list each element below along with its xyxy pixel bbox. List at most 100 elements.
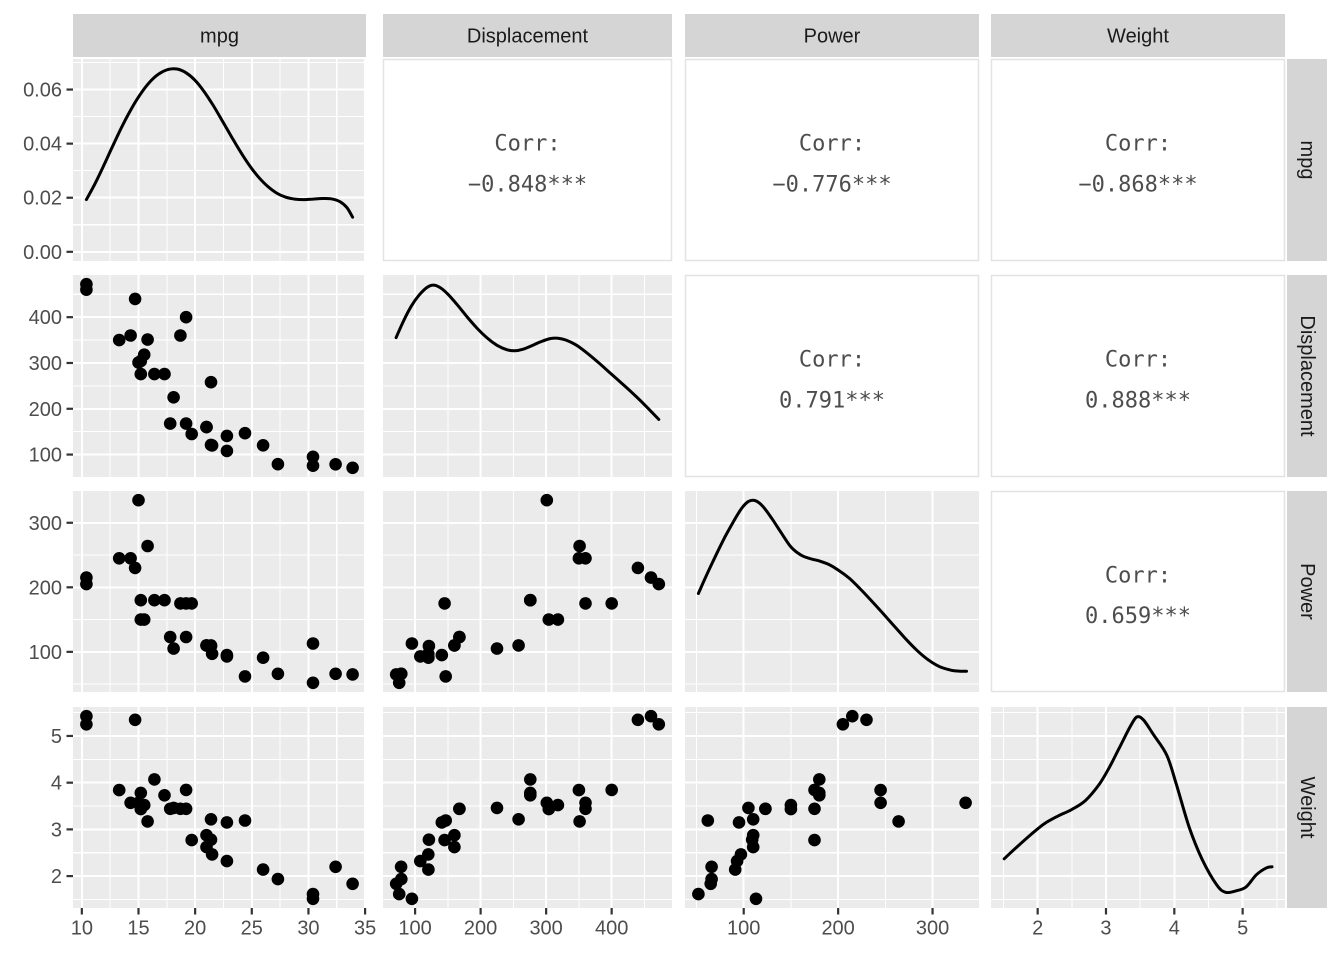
data-point xyxy=(490,642,504,655)
y-tick-label: 400 xyxy=(29,307,62,329)
x-tick-label: 300 xyxy=(529,918,562,940)
panel-background xyxy=(991,707,1285,908)
row-strip-label: mpg xyxy=(1296,141,1318,180)
strip-background xyxy=(1287,275,1327,477)
data-point xyxy=(271,457,285,471)
column-strip-label: mpg xyxy=(200,26,239,48)
data-point xyxy=(542,613,556,626)
data-point xyxy=(306,637,320,650)
data-point xyxy=(238,670,252,683)
data-point xyxy=(163,630,177,644)
data-point xyxy=(238,814,252,827)
data-point xyxy=(605,597,618,610)
x-tick-label: 3 xyxy=(1100,918,1111,940)
data-point xyxy=(306,459,320,473)
corr-value: −0.776*** xyxy=(772,173,891,198)
corr-label: Corr: xyxy=(799,348,865,373)
panel-corr-disp-hp: Corr: 0.791*** xyxy=(684,274,980,478)
x-tick-label: 4 xyxy=(1169,918,1180,940)
data-point xyxy=(329,667,342,681)
corr-panel-background xyxy=(990,274,1286,478)
data-point xyxy=(438,833,451,847)
data-point xyxy=(148,593,161,607)
data-point xyxy=(439,670,453,683)
data-point xyxy=(605,783,618,797)
panel-scatter-disp-vs-hp xyxy=(383,491,672,692)
x-axis-col-hp: 100 200 300 xyxy=(727,908,949,940)
y-tick-label: 4 xyxy=(51,773,62,795)
data-point xyxy=(204,375,218,389)
data-point xyxy=(306,450,320,464)
x-tick-label: 100 xyxy=(727,918,760,940)
data-point xyxy=(749,892,763,906)
panel-density-mpg xyxy=(73,59,367,261)
data-point xyxy=(551,613,565,626)
corr-label: Corr: xyxy=(1105,132,1171,157)
data-point xyxy=(256,863,270,876)
data-point xyxy=(220,444,234,458)
data-point xyxy=(128,292,142,306)
data-point xyxy=(734,848,748,861)
x-tick-label: 200 xyxy=(821,918,854,940)
panel-scatter-mpg-vs-hp xyxy=(73,491,367,692)
data-point xyxy=(422,848,435,861)
data-point xyxy=(112,333,126,347)
data-point xyxy=(405,637,419,650)
data-point xyxy=(220,648,234,662)
panel-background xyxy=(73,491,366,692)
y-tick-label: 3 xyxy=(51,819,62,841)
data-point xyxy=(705,860,718,874)
data-point xyxy=(128,713,142,727)
data-point xyxy=(572,783,586,797)
density-curve-wt xyxy=(1002,715,1274,895)
data-point xyxy=(329,860,342,874)
data-point xyxy=(204,813,218,826)
panel-scatter-disp-vs-wt xyxy=(383,707,672,908)
column-strip-mpg: mpg xyxy=(73,14,366,57)
data-point xyxy=(112,552,126,565)
data-point xyxy=(141,815,154,828)
data-point xyxy=(204,833,218,846)
data-point xyxy=(346,461,359,475)
data-point xyxy=(808,802,821,816)
panel-density-hp xyxy=(685,491,979,692)
data-point xyxy=(422,833,436,846)
data-point xyxy=(80,571,93,584)
corr-label: Corr: xyxy=(799,132,865,157)
data-point xyxy=(512,813,525,826)
data-point xyxy=(185,597,198,610)
data-point xyxy=(728,863,742,876)
data-point xyxy=(540,796,554,810)
data-point xyxy=(438,597,451,610)
y-tick-label: 100 xyxy=(29,445,62,467)
data-point xyxy=(742,801,755,815)
strip-background xyxy=(1287,707,1327,908)
data-point xyxy=(422,863,435,876)
corr-value: 0.791*** xyxy=(779,389,885,414)
y-tick-label: 100 xyxy=(29,642,62,664)
data-point xyxy=(134,613,148,626)
y-axis-row-mpg: 0.00 0.02 0.04 0.06 xyxy=(23,80,73,264)
data-point xyxy=(422,651,435,664)
data-point xyxy=(179,802,193,816)
y-tick-label: 0.02 xyxy=(23,188,62,210)
data-point xyxy=(692,887,705,901)
data-point xyxy=(220,816,234,829)
data-point xyxy=(644,571,658,584)
panel-scatter-mpg-vs-wt xyxy=(73,707,367,908)
data-point xyxy=(846,709,859,723)
grid xyxy=(383,707,672,908)
grid xyxy=(991,707,1285,908)
data-point xyxy=(422,639,436,653)
data-point xyxy=(132,493,145,507)
data-point xyxy=(329,458,342,471)
data-point xyxy=(271,667,285,681)
data-point xyxy=(158,789,171,802)
y-tick-label: 200 xyxy=(29,399,62,421)
panel-background xyxy=(383,275,672,477)
data-point xyxy=(167,391,180,404)
panel-background xyxy=(73,707,366,908)
data-point xyxy=(306,892,320,906)
x-tick-label: 10 xyxy=(71,918,93,940)
